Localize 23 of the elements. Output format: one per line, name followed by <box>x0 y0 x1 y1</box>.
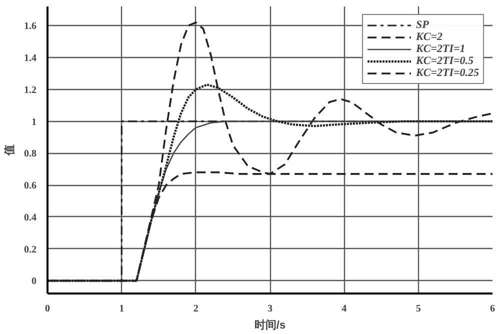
y-tick-label: 1.2 <box>24 84 36 96</box>
legend-label: KC=2TI=0.5 <box>416 55 474 67</box>
legend-label: KC=2 <box>416 31 442 43</box>
y-tick-label: 0.2 <box>24 244 36 256</box>
y-tick-label: 0.4 <box>24 212 36 224</box>
y-axis-title: 值 <box>4 144 16 156</box>
legend-label: KC=2TI=1 <box>416 43 466 55</box>
y-tick-label: 0.6 <box>24 180 36 192</box>
y-tick-label: 1 <box>32 116 36 128</box>
x-tick-label: 4 <box>342 304 347 314</box>
x-tick-label: 2 <box>193 304 198 314</box>
x-tick-label: 6 <box>490 304 495 314</box>
x-tick-label: 1 <box>119 304 124 314</box>
y-tick-label: 1.6 <box>24 21 36 32</box>
legend-label: KC=2TI=0.25 <box>416 67 479 79</box>
x-tick-label: 5 <box>416 304 421 314</box>
x-tick-label: 3 <box>268 304 272 314</box>
legend-label: SP <box>416 19 430 31</box>
y-tick-label: 0.8 <box>24 148 36 160</box>
y-tick-label: 0 <box>32 276 36 288</box>
x-tick-label: 0 <box>45 304 50 314</box>
x-axis-title: 时间/s <box>254 318 286 332</box>
y-tick-label: 1.4 <box>24 53 36 64</box>
